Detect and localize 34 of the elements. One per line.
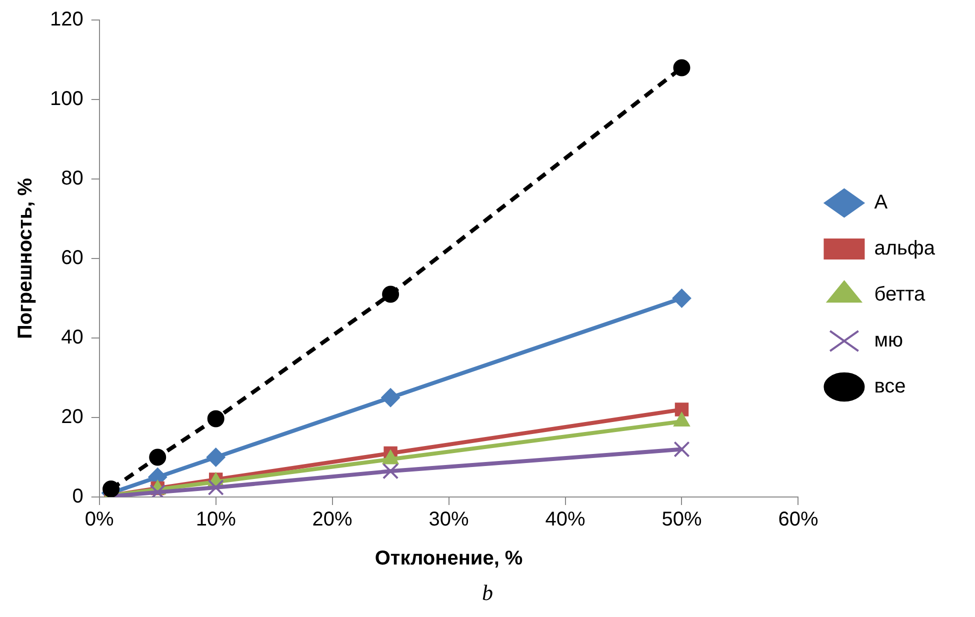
y-tick-label: 20 — [61, 406, 84, 428]
y-tick-label: 80 — [61, 168, 84, 190]
x-tick-label: 0% — [84, 508, 114, 531]
point — [672, 288, 692, 308]
point — [674, 402, 689, 416]
point — [381, 388, 400, 408]
point — [674, 441, 690, 458]
x-tick-label: 30% — [428, 508, 470, 531]
point — [102, 480, 120, 497]
x-tick-label: 60% — [778, 508, 818, 531]
y-tick-label: 60 — [61, 247, 84, 270]
point — [149, 448, 166, 466]
point — [673, 59, 690, 76]
y-axis-title: Погрешность, % — [14, 178, 37, 340]
text: b — [481, 580, 494, 606]
y-tick-label: 40 — [61, 326, 84, 349]
legend-label: все — [874, 376, 906, 398]
y-tick-label: 100 — [50, 88, 84, 110]
legend-label: бетта — [874, 284, 926, 306]
point — [382, 463, 399, 480]
x-axis-title: Отклонение, % — [374, 548, 523, 570]
x-tick-label: 10% — [196, 508, 236, 531]
y-tick-label: 0 — [72, 486, 84, 508]
x-tick-label: 20% — [312, 508, 353, 531]
x-tick-label: 50% — [662, 508, 702, 531]
x-tick-label: 40% — [545, 508, 586, 531]
legend-label: мю — [874, 330, 903, 352]
legend-label: альфа — [874, 238, 936, 260]
point — [208, 479, 224, 496]
legend-label: А — [874, 192, 888, 214]
point — [206, 448, 226, 467]
point — [382, 286, 400, 303]
point — [207, 410, 224, 428]
y-tick-label: 120 — [50, 8, 84, 31]
